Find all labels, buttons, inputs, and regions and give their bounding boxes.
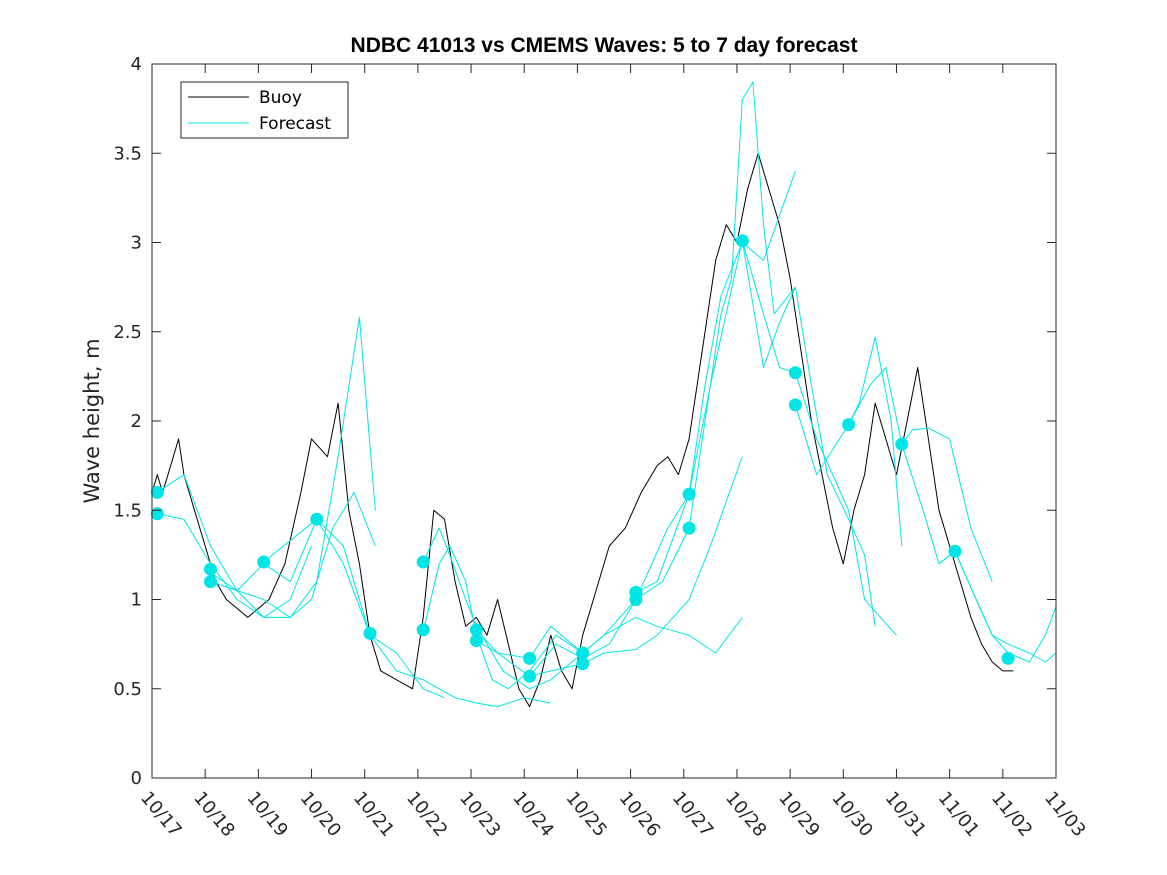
forecast-marker	[204, 575, 217, 589]
forecast-marker	[895, 437, 909, 451]
forecast-marker	[469, 623, 483, 637]
series-forecast-line-15	[848, 367, 993, 582]
forecast-marker	[150, 485, 164, 499]
legend: Buoy Forecast	[180, 81, 349, 139]
forecast-marker	[416, 623, 430, 637]
y-axis-label: Wave height, m	[80, 338, 104, 503]
y-tick-label: 0.5	[113, 679, 142, 700]
plot-area	[150, 81, 1057, 708]
y-tick-label: 3.5	[113, 143, 142, 164]
series-forecast-line-17	[954, 551, 1057, 663]
forecast-marker	[788, 366, 802, 380]
series-forecast-line-4	[210, 545, 312, 618]
forecast-marker	[629, 593, 643, 606]
forecast-marker	[310, 512, 324, 526]
y-tick-label: 0	[131, 768, 142, 789]
y-tick-label: 2	[131, 411, 142, 432]
legend-forecast-label: Forecast	[259, 114, 331, 134]
forecast-marker	[469, 634, 483, 648]
y-tick-label: 1	[131, 590, 142, 611]
series-forecast-line-9	[476, 456, 743, 677]
forecast-marker	[842, 418, 856, 432]
legend-box	[180, 81, 349, 139]
forecast-marker	[735, 234, 749, 248]
forecast-marker	[576, 646, 590, 660]
series-forecast-line-13	[741, 240, 897, 636]
forecast-marker	[788, 398, 802, 412]
y-tick-label: 1.5	[113, 500, 142, 521]
series-forecast-line-2	[157, 317, 376, 618]
y-tick-label: 4	[131, 54, 142, 75]
series-forecast-line-14	[794, 336, 903, 547]
chart-title: NDBC 41013 vs CMEMS Waves: 5 to 7 day fo…	[351, 34, 858, 57]
forecast-marker	[1001, 651, 1015, 665]
series-forecast-line-5	[263, 518, 551, 708]
forecast-marker	[150, 507, 164, 521]
y-tick-label: 3	[131, 233, 142, 254]
series-forecast-line-3	[210, 518, 445, 699]
forecast-marker	[416, 555, 430, 569]
series-buoy-line	[151, 152, 1014, 708]
forecast-marker	[523, 669, 537, 683]
series-forecast-line-7	[422, 545, 583, 690]
forecast-marker	[523, 651, 537, 665]
forecast-marker	[257, 555, 271, 569]
legend-buoy-label: Buoy	[259, 88, 302, 108]
forecast-marker	[948, 544, 962, 558]
forecast-marker	[363, 626, 377, 640]
y-tick-label: 2.5	[113, 322, 142, 343]
forecast-marker	[576, 657, 590, 671]
forecast-marker	[204, 562, 217, 576]
forecast-marker	[682, 487, 696, 501]
forecast-marker	[682, 521, 696, 535]
